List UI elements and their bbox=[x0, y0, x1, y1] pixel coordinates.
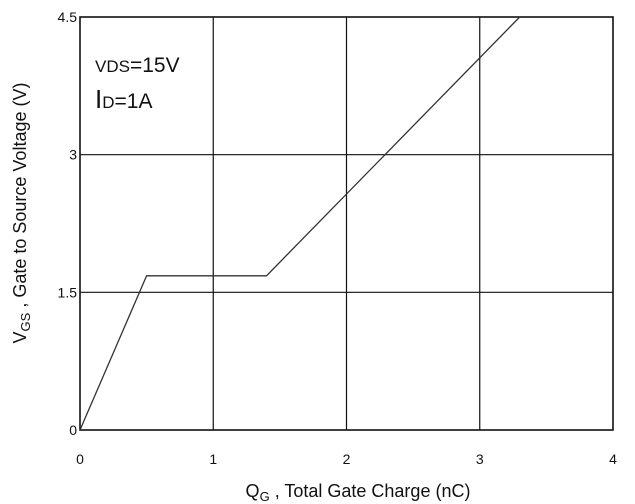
y-axis-title-subscript: GS bbox=[18, 312, 33, 331]
y-axis-title-symbol: V bbox=[10, 331, 30, 343]
x-tick-label: 2 bbox=[343, 451, 351, 467]
x-axis-title-text: , Total Gate Charge (nC) bbox=[270, 481, 471, 501]
x-tick-label: 1 bbox=[209, 451, 217, 467]
annotation-id: ID=1A bbox=[95, 84, 152, 114]
annotation-id-rest: =1A bbox=[115, 90, 153, 113]
annotation-id-main: I bbox=[95, 84, 102, 114]
x-tick-label: 0 bbox=[76, 451, 84, 467]
annotation-layer: VDS=15V ID=1A bbox=[95, 54, 180, 114]
annotation-vds: VDS=15V bbox=[95, 54, 180, 77]
x-axis-title: QG , Total Gate Charge (nC) bbox=[246, 481, 471, 504]
data-layer bbox=[79, 16, 521, 431]
series-line bbox=[79, 16, 521, 431]
y-tick-label: 0 bbox=[69, 422, 77, 438]
tick-layer: 0 1 2 3 4 0 1.5 3 4.5 bbox=[58, 9, 618, 467]
y-tick-label: 3 bbox=[69, 147, 77, 163]
x-axis-title-subscript: G bbox=[260, 489, 270, 504]
x-axis-title-symbol: Q bbox=[246, 481, 260, 501]
y-tick-label: 4.5 bbox=[58, 9, 78, 25]
annotation-vds-rest: =15V bbox=[130, 54, 180, 77]
x-tick-label: 4 bbox=[609, 451, 617, 467]
y-axis-title: VGS , Gate to Source Voltage (V) bbox=[10, 83, 33, 344]
annotation-vds-sub: DS bbox=[106, 57, 130, 76]
annotation-id-sub: D bbox=[102, 93, 114, 112]
grid-layer bbox=[79, 16, 614, 431]
y-tick-label: 1.5 bbox=[58, 284, 78, 300]
x-tick-label: 3 bbox=[476, 451, 484, 467]
y-axis-title-text: , Gate to Source Voltage (V) bbox=[10, 83, 30, 313]
annotation-vds-main: V bbox=[95, 57, 107, 76]
